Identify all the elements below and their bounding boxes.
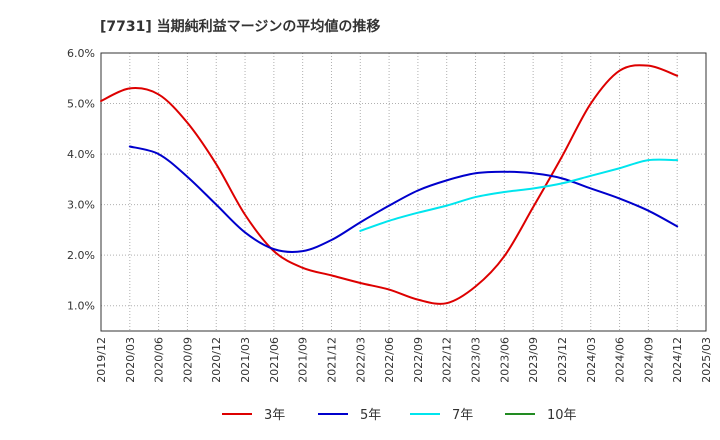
x-tick-label: 2022/03 bbox=[354, 337, 367, 383]
x-tick-label: 2021/09 bbox=[297, 337, 310, 383]
y-tick-label: 6.0% bbox=[67, 47, 95, 60]
x-tick-label: 2024/09 bbox=[642, 337, 655, 383]
x-tick-label: 2021/06 bbox=[268, 337, 281, 383]
y-tick-label: 5.0% bbox=[67, 98, 95, 111]
x-tick-label: 2025/03 bbox=[700, 337, 713, 383]
x-tick-label: 2020/09 bbox=[181, 337, 194, 383]
series-line-0 bbox=[100, 64, 679, 305]
x-tick-label: 2022/09 bbox=[412, 337, 425, 383]
legend: 3年 5年 7年 10年 bbox=[222, 408, 577, 423]
y-tick-label: 2.0% bbox=[67, 249, 95, 262]
x-tick-label: 2020/06 bbox=[153, 337, 166, 383]
series-line-2 bbox=[359, 158, 679, 232]
x-tick-label: 2022/06 bbox=[383, 337, 396, 383]
chart-title: [7731] 当期純利益マージンの平均値の推移 bbox=[100, 18, 380, 35]
y-tick-label: 4.0% bbox=[67, 148, 95, 161]
x-tick-label: 2021/03 bbox=[239, 337, 252, 383]
x-tick-label: 2023/09 bbox=[527, 337, 540, 383]
x-tick-label: 2023/12 bbox=[556, 337, 569, 383]
legend-label: 3年 bbox=[264, 408, 285, 423]
grid bbox=[101, 52, 706, 331]
x-axis-ticks: 2019/12 2020/03 2020/06 2020/09 2020/12 2021/… bbox=[95, 337, 713, 383]
legend-label: 5年 bbox=[360, 408, 381, 423]
x-tick-label: 2024/06 bbox=[614, 337, 627, 383]
y-tick-label: 3.0% bbox=[67, 199, 95, 212]
series-lines bbox=[100, 64, 679, 305]
x-tick-label: 2019/12 bbox=[95, 337, 108, 383]
x-tick-label: 2021/12 bbox=[325, 337, 338, 383]
x-tick-label: 2023/06 bbox=[498, 337, 511, 383]
legend-label: 10年 bbox=[547, 408, 577, 423]
x-tick-label: 2022/12 bbox=[441, 337, 454, 383]
series-line-1 bbox=[128, 145, 679, 253]
x-tick-label: 2024/12 bbox=[671, 337, 684, 383]
y-axis-ticks: 1.0% 2.0% 3.0% 4.0% 5.0% 6.0% bbox=[67, 47, 95, 313]
x-tick-label: 2020/12 bbox=[210, 337, 223, 383]
x-tick-label: 2020/03 bbox=[124, 337, 137, 383]
x-tick-label: 2023/03 bbox=[470, 337, 483, 383]
y-tick-label: 1.0% bbox=[67, 300, 95, 313]
plot-frame bbox=[100, 52, 707, 332]
legend-label: 7年 bbox=[452, 408, 473, 423]
x-tick-label: 2024/03 bbox=[585, 337, 598, 383]
